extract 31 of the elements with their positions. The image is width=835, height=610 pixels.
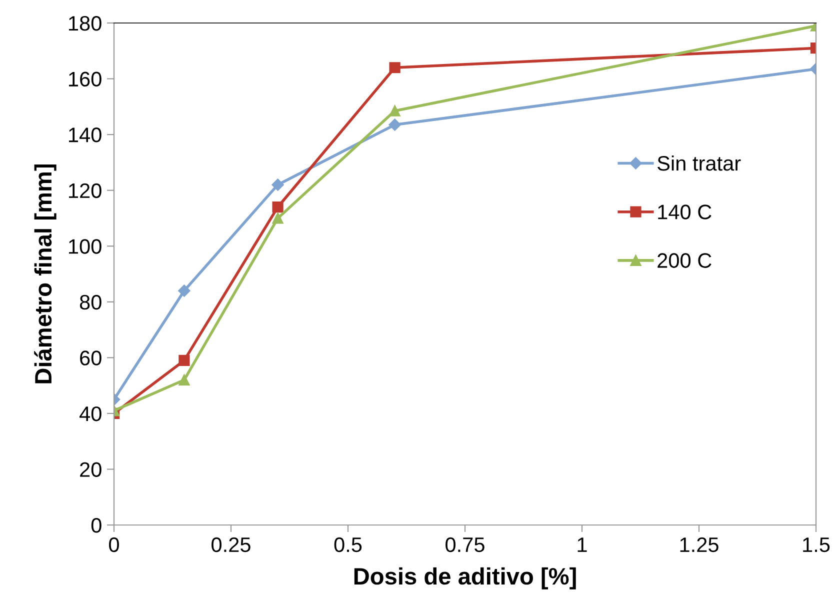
x-tick-label: 0 <box>109 537 119 552</box>
y-tick-label: 60 <box>80 350 102 366</box>
y-tick-label: 80 <box>80 294 102 310</box>
y-tick-label: 100 <box>69 239 102 254</box>
y-tick-label: 120 <box>69 183 102 198</box>
point <box>389 62 400 74</box>
point <box>272 178 284 191</box>
x-tick-label: 0.75 <box>446 537 484 552</box>
point <box>178 284 190 297</box>
point <box>178 374 190 386</box>
point <box>272 202 284 213</box>
y-tick-label: 160 <box>69 72 102 87</box>
point <box>178 354 190 366</box>
y-tick-label: 0 <box>91 518 102 533</box>
x-tick-label: 0.5 <box>334 537 362 552</box>
legend-label: 200 C <box>658 253 712 268</box>
x-tick-label: 0.25 <box>212 537 250 552</box>
y-tick-label: 20 <box>80 462 102 477</box>
x-tick-label: 1.25 <box>680 537 718 552</box>
point <box>388 118 401 131</box>
y-tick-label: 40 <box>80 406 102 422</box>
point <box>389 105 400 116</box>
x-tick-label: 1.5 <box>803 538 830 552</box>
legend-label: 140 C <box>658 204 712 220</box>
y-axis-title: Diámetro final [mm] <box>34 164 56 384</box>
y-tick-label: 140 <box>69 128 102 142</box>
x-tick-label: 1 <box>578 538 587 552</box>
x-axis-title: Dosis de aditivo [%] <box>354 567 576 590</box>
legend-label: Sin tratar <box>658 155 741 171</box>
point <box>272 212 284 224</box>
y-tick-label: 180 <box>69 16 102 31</box>
